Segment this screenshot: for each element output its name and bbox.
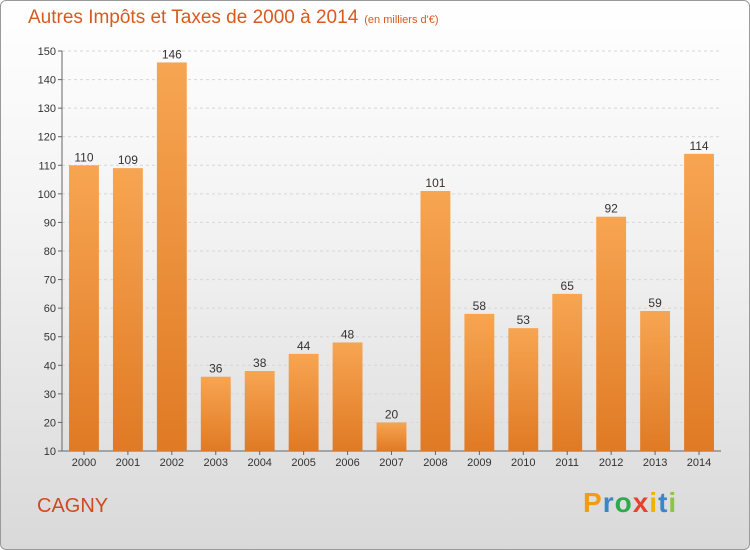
y-tick-label: 90 bbox=[44, 217, 56, 229]
bar-2009 bbox=[464, 313, 495, 451]
bar-2007 bbox=[376, 422, 407, 451]
bar-2010 bbox=[508, 328, 539, 451]
data-label-2001: 109 bbox=[118, 153, 138, 167]
data-label-2002: 146 bbox=[162, 47, 182, 61]
data-label-2014: 114 bbox=[689, 139, 708, 153]
data-label-2009: 58 bbox=[473, 299, 487, 313]
y-tick-label: 140 bbox=[38, 75, 56, 87]
data-label-2008: 101 bbox=[425, 176, 445, 190]
y-tick-label: 50 bbox=[44, 332, 56, 344]
x-tick-label-2007: 2007 bbox=[379, 457, 403, 469]
bar-2014 bbox=[684, 153, 714, 451]
logo-letter: o bbox=[614, 487, 633, 518]
chart-title: Autres Impôts et Taxes de 2000 à 2014 (en… bbox=[28, 7, 439, 29]
bar-2000 bbox=[69, 165, 99, 452]
bar-2013 bbox=[640, 311, 671, 451]
y-tick-label: 150 bbox=[38, 46, 56, 58]
y-tick-label: 110 bbox=[38, 160, 56, 172]
data-label-2007: 20 bbox=[385, 407, 399, 421]
y-tick-label: 10 bbox=[44, 446, 56, 458]
bar-2001 bbox=[112, 168, 143, 451]
logo-letter: P bbox=[583, 487, 603, 518]
bar-2002 bbox=[156, 62, 187, 452]
data-label-2005: 44 bbox=[297, 339, 311, 353]
x-tick-label-2010: 2010 bbox=[511, 457, 535, 469]
bar-2005 bbox=[288, 353, 319, 451]
y-tick-label: 30 bbox=[44, 389, 56, 401]
proxiti-logo[interactable]: Proxiti bbox=[583, 487, 677, 519]
x-tick-label-2008: 2008 bbox=[423, 457, 447, 469]
x-tick-label-2004: 2004 bbox=[247, 457, 271, 469]
chart-subtitle: (en milliers d'€) bbox=[364, 14, 439, 26]
x-tick-label-2006: 2006 bbox=[335, 457, 359, 469]
data-label-2013: 59 bbox=[648, 296, 662, 310]
y-tick-label: 60 bbox=[44, 303, 56, 315]
bar-2012 bbox=[596, 216, 627, 451]
logo-letter: i bbox=[649, 487, 659, 518]
bar-2011 bbox=[552, 293, 583, 451]
y-tick-label: 100 bbox=[38, 189, 56, 201]
logo-letter: x bbox=[632, 487, 650, 518]
logo-letter: t bbox=[658, 487, 669, 518]
y-tick-label: 20 bbox=[44, 417, 56, 429]
bar-2006 bbox=[332, 342, 363, 451]
x-tick-label-2009: 2009 bbox=[467, 457, 491, 469]
data-label-2006: 48 bbox=[341, 327, 355, 341]
x-tick-label-2011: 2011 bbox=[555, 457, 579, 469]
x-tick-label-2012: 2012 bbox=[599, 457, 623, 469]
y-tick-label: 120 bbox=[38, 132, 56, 144]
data-label-2011: 65 bbox=[561, 279, 575, 293]
x-tick-label-2001: 2001 bbox=[116, 457, 140, 469]
commune-name: CAGNY bbox=[37, 495, 109, 517]
x-tick-label-2002: 2002 bbox=[160, 457, 184, 469]
data-label-2004: 38 bbox=[253, 356, 267, 370]
x-tick-label-2013: 2013 bbox=[643, 457, 667, 469]
data-label-2012: 92 bbox=[604, 202, 618, 216]
data-label-2010: 53 bbox=[517, 313, 531, 327]
x-tick-label-2005: 2005 bbox=[291, 457, 315, 469]
y-tick-label: 70 bbox=[44, 275, 56, 287]
logo-letter: i bbox=[668, 487, 678, 518]
bar-2003 bbox=[200, 376, 231, 451]
y-tick-label: 80 bbox=[44, 246, 56, 258]
x-tick-label-2014: 2014 bbox=[687, 457, 711, 469]
x-tick-label-2003: 2003 bbox=[204, 457, 228, 469]
logo-letter: r bbox=[602, 487, 615, 518]
y-tick-label: 130 bbox=[38, 103, 56, 115]
data-label-2003: 36 bbox=[209, 362, 223, 376]
y-tick-label: 40 bbox=[44, 360, 56, 372]
x-tick-label-2000: 2000 bbox=[72, 457, 96, 469]
data-label-2000: 110 bbox=[74, 150, 93, 164]
bar-2004 bbox=[244, 371, 275, 451]
chart-title-text: Autres Impôts et Taxes de 2000 à 2014 bbox=[28, 7, 359, 28]
bar-2008 bbox=[420, 191, 451, 451]
